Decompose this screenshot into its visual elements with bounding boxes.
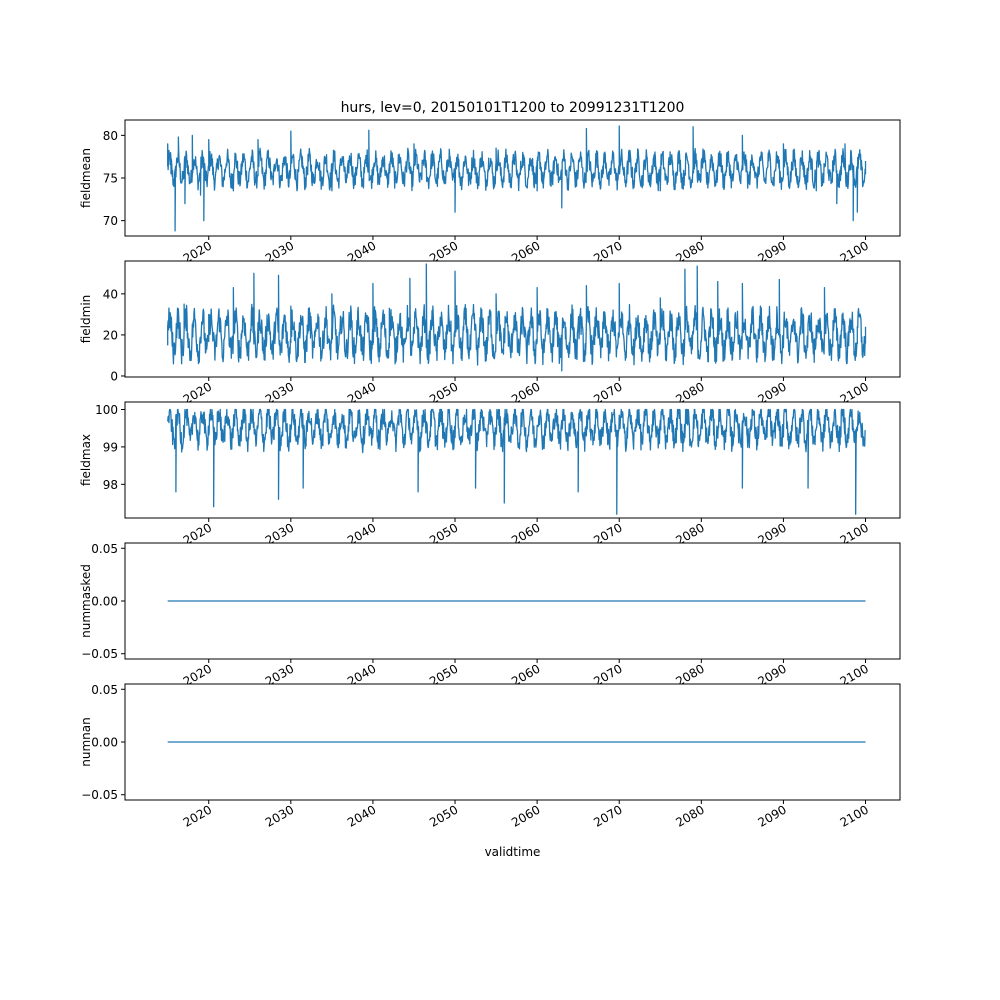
ytick-label: 0.00 — [91, 595, 118, 609]
series-line-fieldmax — [167, 408, 866, 515]
ytick-label: 99 — [103, 440, 118, 454]
series-line-fieldmean — [167, 125, 867, 232]
ytick-label: 98 — [103, 478, 118, 492]
ytick-label: 0.00 — [91, 736, 118, 750]
ylabel-numnan: numnan — [79, 717, 93, 766]
series-line-fieldmin — [167, 263, 867, 372]
ytick-label: 70 — [103, 214, 118, 228]
ytick-label: 0 — [110, 369, 118, 383]
ytick-label: 75 — [103, 172, 118, 186]
ytick-label: 20 — [103, 328, 118, 342]
ytick-label: 0.05 — [91, 542, 118, 556]
ytick-label: 0.05 — [91, 683, 118, 697]
ytick-label: 100 — [95, 403, 118, 417]
ytick-label: 40 — [103, 287, 118, 301]
figure-title: hurs, lev=0, 20150101T1200 to 20991231T1… — [341, 100, 685, 116]
ylabel-nummasked: nummasked — [79, 564, 93, 638]
axes-frame-fieldmax — [124, 401, 901, 519]
ylabel-fieldmin: fieldmin — [79, 295, 93, 344]
ytick-label: 80 — [103, 129, 118, 143]
ytick-label: −0.05 — [81, 788, 118, 802]
ytick-label: −0.05 — [81, 647, 118, 661]
ylabel-fieldmax: fieldmax — [79, 434, 93, 486]
xlabel: validtime — [485, 845, 541, 859]
ylabel-fieldmean: fieldmean — [79, 148, 93, 208]
axes-frame-fieldmin — [124, 260, 901, 378]
